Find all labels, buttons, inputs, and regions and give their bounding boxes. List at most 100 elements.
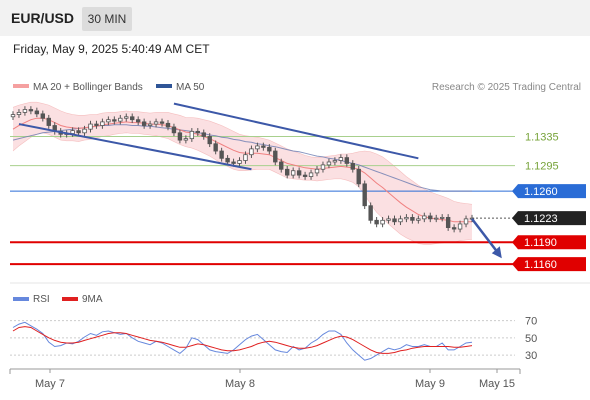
- candle-body: [225, 157, 230, 163]
- candle-body: [386, 218, 391, 221]
- candle: [118, 114, 123, 125]
- pair-title: EUR/USD: [11, 10, 75, 26]
- candle-body: [82, 128, 87, 134]
- header-bar: EUR/USD 30 MIN: [0, 0, 590, 36]
- candle-body: [404, 216, 409, 220]
- timeframe-button[interactable]: 30 MIN: [82, 7, 132, 31]
- candle: [338, 154, 344, 164]
- level-label-1.1295: 1.1295: [525, 161, 559, 173]
- candle: [296, 167, 302, 179]
- candle-body: [231, 161, 236, 164]
- candle-body: [374, 219, 379, 225]
- candle-body: [249, 148, 254, 156]
- x-tick-label: May 15: [479, 378, 515, 390]
- candle: [314, 165, 320, 177]
- candle-body: [34, 110, 40, 115]
- candle: [374, 217, 379, 228]
- candle-body: [165, 122, 171, 128]
- candle-body: [40, 113, 46, 119]
- candle: [404, 214, 409, 223]
- candle-body: [434, 217, 439, 220]
- candle-body: [261, 145, 266, 148]
- bollinger-band: [13, 102, 472, 245]
- support-tag-1.1190: [512, 235, 586, 250]
- candle-body: [350, 163, 355, 170]
- candle: [16, 109, 22, 118]
- candle-body: [201, 132, 206, 137]
- support-tag-1.1160: [512, 257, 586, 272]
- candle: [94, 120, 99, 129]
- candle: [428, 212, 433, 223]
- channel-upper-line: [173, 102, 419, 160]
- source-note: Research © 2025 Trading Central: [432, 82, 581, 93]
- candle: [302, 171, 308, 180]
- candle-body: [46, 117, 51, 126]
- candle: [410, 214, 415, 224]
- legend-swatch-ma20: [13, 84, 29, 88]
- candle-body: [135, 119, 141, 123]
- candle-body: [130, 116, 135, 121]
- candle: [177, 129, 183, 144]
- candle-body: [326, 161, 332, 166]
- candle: [463, 215, 469, 228]
- candle: [10, 111, 16, 121]
- level-label-1.1160: 1.1160: [524, 259, 557, 271]
- candle-body: [141, 121, 147, 126]
- candle: [285, 165, 290, 179]
- projection-arrow-shaft: [471, 218, 501, 256]
- candle-body: [380, 219, 385, 225]
- candle: [344, 154, 350, 167]
- candle: [332, 157, 338, 166]
- level-label-1.1223: 1.1223: [524, 213, 558, 225]
- rsi-line: [12, 321, 473, 361]
- candle: [207, 133, 212, 148]
- candle-body: [147, 123, 153, 126]
- candle-body: [28, 109, 34, 112]
- legend-swatch-rsi: [13, 297, 29, 301]
- candle-body: [463, 218, 469, 225]
- candle: [434, 214, 439, 223]
- candle: [189, 128, 195, 142]
- candle-body: [243, 154, 248, 161]
- last-price-tag: [512, 211, 586, 226]
- x-tick-label: May 9: [415, 378, 445, 390]
- candle-body: [422, 215, 427, 220]
- candle: [28, 106, 34, 115]
- candle: [368, 202, 373, 224]
- candle: [213, 140, 218, 155]
- candle: [165, 120, 171, 131]
- level-label-1.1335: 1.1335: [525, 131, 559, 143]
- candle: [225, 155, 230, 166]
- candle: [308, 169, 314, 180]
- candle: [100, 118, 105, 129]
- candle-body: [118, 117, 123, 122]
- candle-body: [290, 170, 296, 176]
- candle: [159, 118, 165, 127]
- candle-body: [362, 183, 367, 207]
- candle-body: [153, 121, 159, 125]
- candle: [243, 151, 248, 164]
- candle: [273, 147, 278, 166]
- candle-body: [207, 136, 212, 145]
- candle: [326, 158, 332, 169]
- candle: [422, 212, 427, 223]
- candle-body: [273, 150, 278, 163]
- candle-body: [302, 174, 308, 177]
- pivot-tag: [512, 184, 586, 199]
- candle-body: [177, 132, 183, 141]
- candle-body: [439, 216, 445, 219]
- candle: [40, 110, 46, 122]
- candle-body: [219, 150, 224, 159]
- candle: [130, 113, 135, 123]
- candle-body: [76, 130, 81, 134]
- candle-body: [410, 216, 415, 221]
- candle: [445, 214, 451, 231]
- candle: [279, 158, 284, 173]
- candle: [76, 127, 81, 137]
- timestamp: Friday, May 9, 2025 5:40:49 AM CET: [13, 42, 210, 56]
- candle-body: [106, 119, 111, 123]
- candle-body: [171, 126, 177, 134]
- candle-body: [213, 143, 218, 152]
- candle-body: [183, 138, 189, 141]
